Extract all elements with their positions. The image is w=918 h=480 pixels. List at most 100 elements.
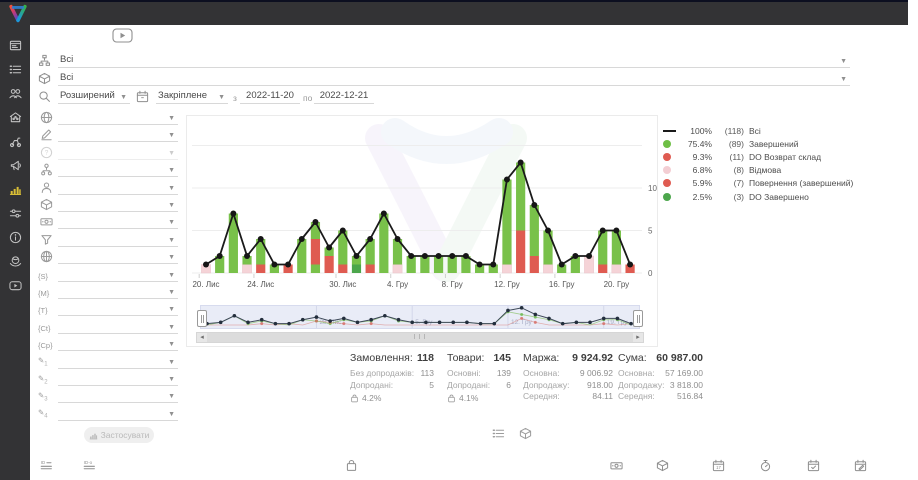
apply-button[interactable]: Застосувати (84, 427, 154, 443)
legend-item[interactable]: 75.4% (89) Завершений (663, 137, 853, 150)
line-point[interactable] (367, 236, 374, 242)
filter-row-15[interactable]: ✎1 ▼ (38, 354, 178, 369)
filter-row-17[interactable]: ✎3 ▼ (38, 387, 178, 404)
filter-row-field[interactable]: ▼ (58, 266, 178, 282)
legend-item[interactable]: 100% (118) Всі (663, 124, 853, 137)
bar-segment[interactable] (433, 256, 444, 273)
sidebar-item-customers[interactable] (0, 81, 30, 105)
sidebar-item-statistics-chart[interactable] (0, 177, 30, 201)
navigator-left-handle[interactable] (197, 310, 207, 327)
line-point[interactable] (449, 253, 456, 259)
line-point[interactable] (298, 236, 305, 242)
filter-row-16[interactable]: ✎2 ▼ (38, 371, 178, 386)
legend-item[interactable]: 2.5% (3) DO Завершено (663, 190, 853, 203)
bar-segment[interactable] (488, 264, 498, 274)
sidebar-item-megaphone[interactable] (0, 153, 30, 177)
filter-row-field[interactable]: ▼ (58, 196, 178, 212)
line-point[interactable] (613, 227, 620, 234)
line-point[interactable] (394, 236, 401, 242)
line-point[interactable] (326, 244, 333, 251)
filter-row-9[interactable]: ▼ (38, 249, 178, 265)
brand-logo-icon[interactable] (7, 4, 29, 23)
bar-segment[interactable] (461, 256, 471, 273)
bar-segment[interactable] (406, 256, 416, 273)
filter-row-field[interactable]: ▼ (58, 283, 178, 299)
sidebar-item-window-panel[interactable] (0, 33, 30, 57)
navigator-right-handle[interactable] (633, 310, 643, 327)
video-tutorial-button[interactable] (112, 28, 133, 48)
line-point[interactable] (339, 227, 346, 234)
bar-segment[interactable] (529, 205, 539, 256)
line-point[interactable] (531, 202, 538, 208)
bar-segment[interactable] (338, 230, 348, 265)
filter-row-5[interactable]: ▼ (38, 180, 178, 195)
line-point[interactable] (435, 253, 442, 259)
filter-row-12[interactable]: {T} ▼ (38, 301, 178, 317)
filter-row-7[interactable]: ▼ (38, 214, 178, 230)
filter-row-field[interactable]: ▼ (58, 405, 178, 421)
filter-row-field[interactable]: ▼ (58, 126, 178, 143)
scroll-left-arrow-icon[interactable]: ◂ (200, 334, 204, 341)
filter-row-field[interactable]: ▼ (58, 231, 178, 247)
line-point[interactable] (244, 253, 251, 259)
sidebar-item-delivery[interactable] (0, 129, 30, 153)
filter-row-field[interactable]: ▼ (58, 161, 178, 178)
filter-row-11[interactable]: {M} ▼ (38, 284, 178, 299)
sidebar-item-info[interactable] (0, 225, 30, 249)
bar-segment[interactable] (379, 213, 389, 274)
filter-mode[interactable]: Розширений ▼ (38, 88, 130, 104)
scrollbar-thumb[interactable]: | | | (207, 333, 633, 342)
sidebar-item-video-play[interactable] (0, 273, 30, 297)
bar-segment[interactable] (283, 264, 293, 274)
line-point[interactable] (353, 253, 360, 259)
bar-segment[interactable] (557, 264, 567, 274)
bar-segment[interactable] (310, 239, 321, 265)
stopwatch-icon[interactable] (759, 459, 772, 472)
sidebar-item-warehouse[interactable] (0, 105, 30, 129)
filter-source[interactable]: Всі ▼ (38, 52, 850, 68)
bar-segment[interactable] (228, 213, 238, 274)
bar-segment[interactable] (516, 162, 526, 231)
line-point[interactable] (490, 261, 497, 268)
filter-row-field[interactable]: ▼ (58, 387, 178, 404)
line-point[interactable] (203, 261, 209, 268)
bar-segment[interactable] (392, 239, 403, 265)
filter-row-field[interactable]: ▼ (58, 179, 178, 195)
line-point[interactable] (627, 261, 634, 268)
line-point[interactable] (545, 227, 551, 234)
cube-toggle-icon[interactable] (519, 427, 532, 440)
id-o-lines-icon[interactable]: ID-o (83, 459, 96, 472)
calendar-check-icon[interactable] (807, 459, 820, 472)
bar-segment[interactable] (543, 230, 553, 265)
filter-row-10[interactable]: {S} ▼ (38, 267, 178, 282)
bar-segment[interactable] (625, 264, 635, 274)
bar-segment[interactable] (310, 264, 321, 274)
bar-segment[interactable] (310, 222, 321, 239)
bar-segment[interactable] (420, 256, 430, 273)
line-point[interactable] (503, 176, 510, 183)
line-point[interactable] (230, 210, 237, 217)
bar-segment[interactable] (256, 239, 266, 265)
legend-item[interactable]: 5.9% (7) Повернення (завершений) (663, 177, 853, 190)
filter-row-13[interactable]: {Ct} ▼ (38, 319, 178, 334)
order-list-toggle-icon[interactable] (492, 427, 505, 440)
line-point[interactable] (216, 253, 223, 259)
line-point[interactable] (312, 219, 319, 225)
bar-segment[interactable] (475, 264, 485, 274)
bar-segment[interactable] (297, 239, 307, 273)
bar-segment[interactable] (529, 256, 539, 273)
bar-segment[interactable] (256, 264, 266, 274)
filter-row-2[interactable]: ▼ (38, 126, 178, 143)
line-point[interactable] (408, 253, 415, 259)
sidebar-item-order-list[interactable] (0, 57, 30, 81)
bar-segment[interactable] (242, 264, 252, 274)
bar-segment[interactable] (365, 239, 375, 265)
sidebar-item-settings-sliders[interactable] (0, 201, 30, 225)
line-point[interactable] (380, 210, 387, 217)
bar-segment[interactable] (324, 247, 334, 257)
bar-segment[interactable] (351, 264, 362, 274)
sidebar-item-partners[interactable] (0, 249, 30, 273)
filter-period-type[interactable]: Закріплене ▼ (136, 88, 228, 104)
id-lines-icon[interactable]: ID (40, 459, 53, 472)
bar-segment[interactable] (611, 264, 622, 274)
